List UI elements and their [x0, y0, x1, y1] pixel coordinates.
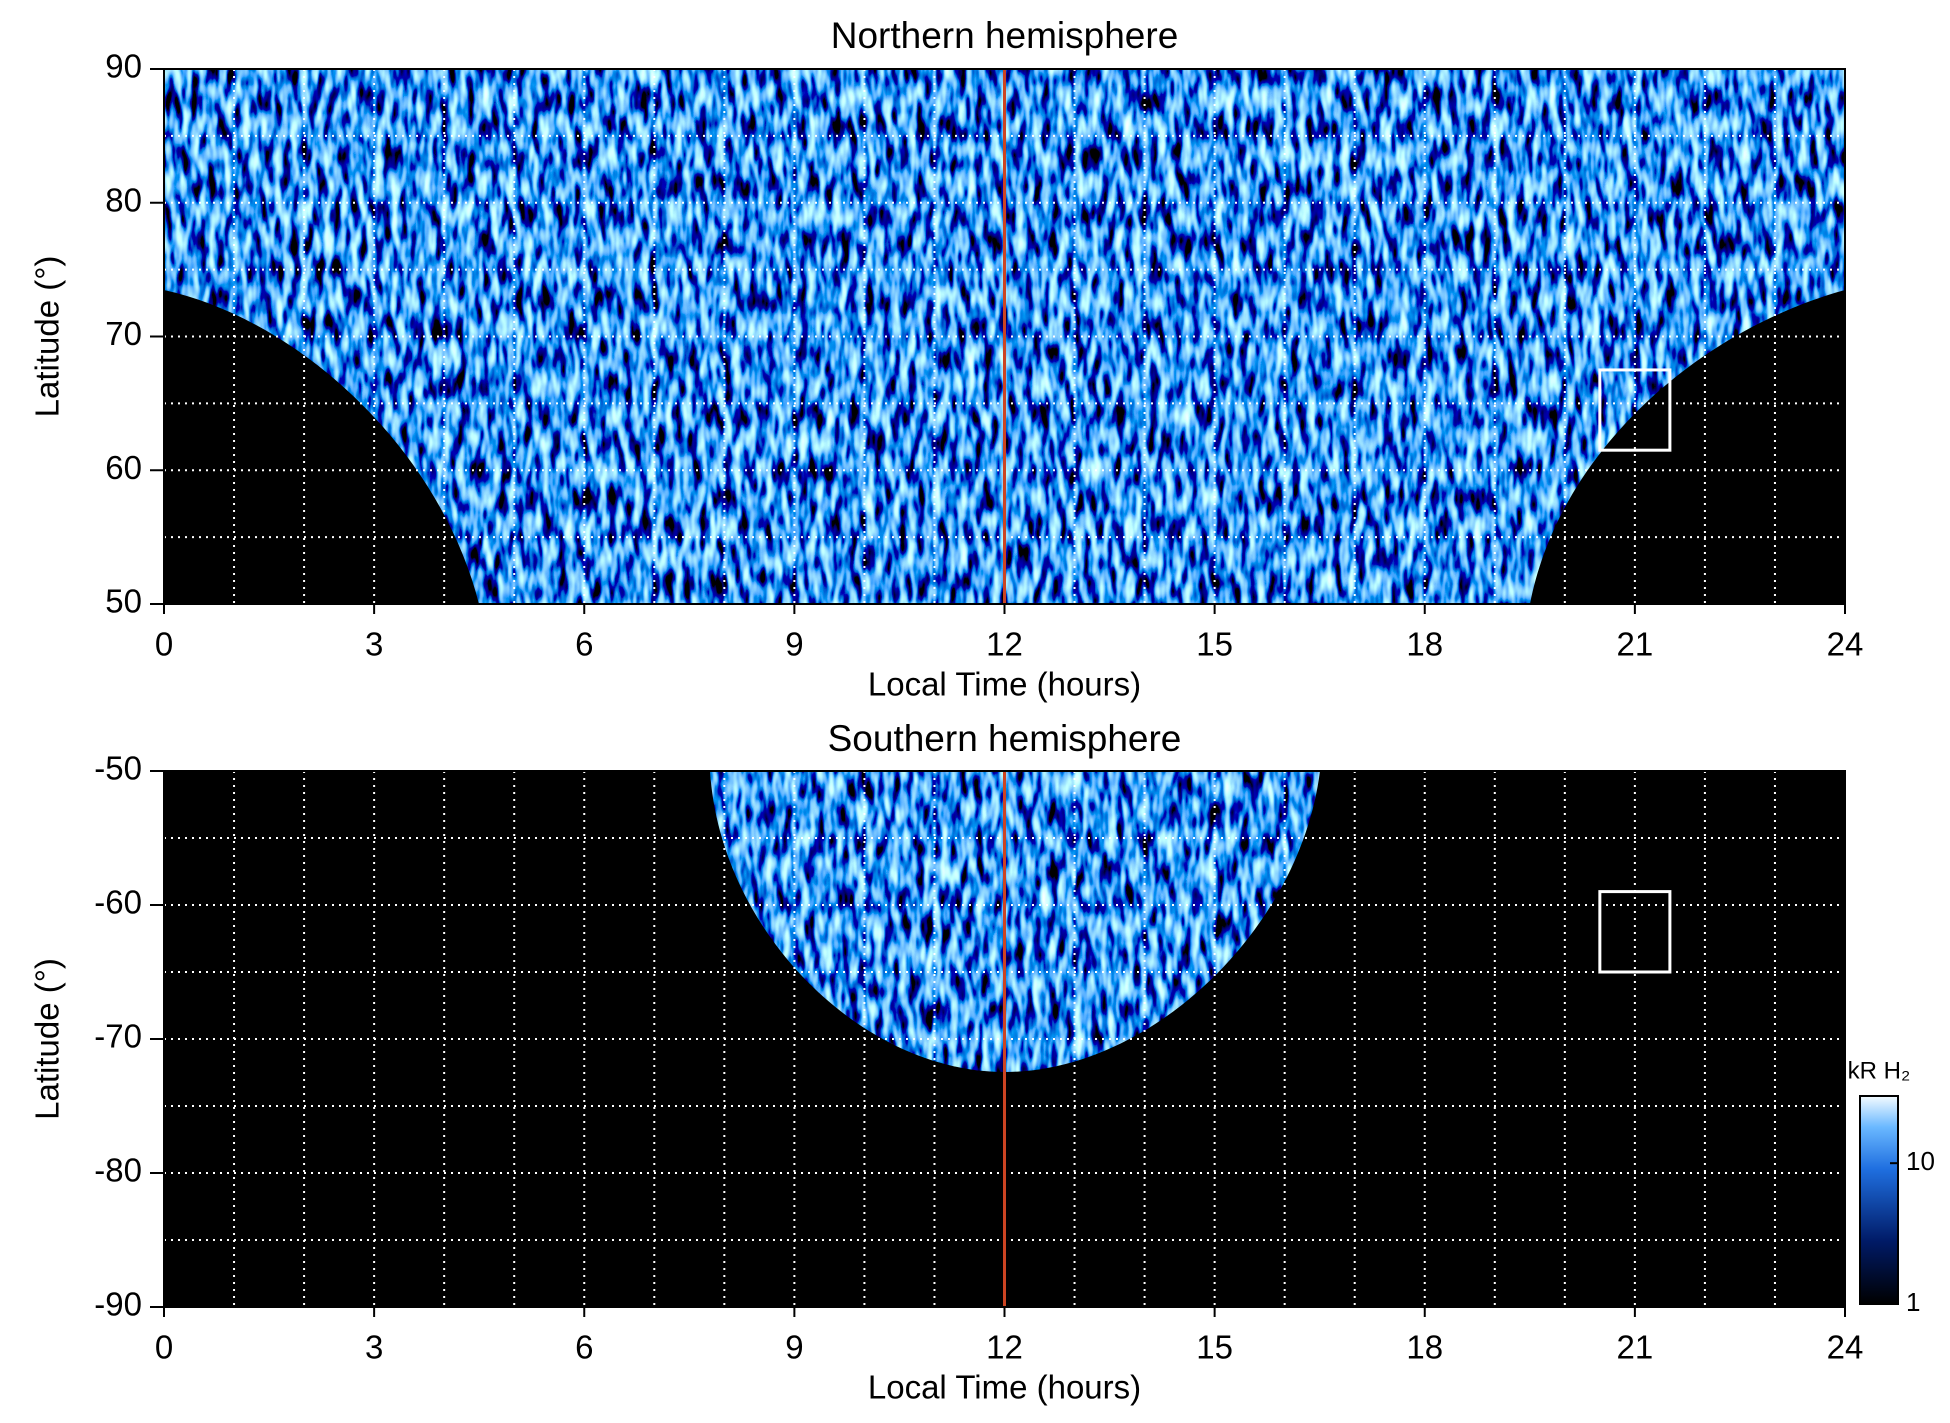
colorbar: [1859, 1095, 1899, 1305]
emission-texture: [710, 771, 1320, 1072]
x-tick-label: 18: [1406, 626, 1443, 663]
region-box: [1598, 368, 1672, 452]
y-tick-label: -90: [94, 1286, 142, 1323]
x-tick-label: 24: [1827, 1329, 1864, 1366]
x-axis-label: Local Time (hours): [868, 666, 1141, 703]
chart-title: Southern hemisphere: [828, 718, 1182, 759]
x-tick-label: 12: [986, 626, 1023, 663]
y-tick-label: 80: [105, 181, 142, 218]
x-tick-label: 6: [575, 626, 593, 663]
y-tick-label: -50: [94, 750, 142, 787]
x-tick-label: 3: [365, 626, 383, 663]
y-tick-label: 50: [105, 583, 142, 620]
x-tick-label: 9: [785, 1329, 803, 1366]
x-tick-label: 6: [575, 1329, 593, 1366]
y-axis-label: Latitude (°): [29, 256, 66, 418]
x-tick-label: 3: [365, 1329, 383, 1366]
colorbar-tick-label: 10: [1906, 1146, 1935, 1176]
colorbar-tick-label: 1: [1906, 1287, 1920, 1317]
chart-title: Northern hemisphere: [831, 15, 1179, 56]
panel-south: 0 3 6 9 12 15 18 21 24 -90 -80 -70 -60 -50 Southern he…: [29, 718, 1935, 1406]
y-tick-label: 90: [105, 48, 142, 85]
y-tick-label: 60: [105, 449, 142, 486]
x-tick-label: 0: [155, 1329, 173, 1366]
colorbar-label: kR H₂: [1848, 1057, 1911, 1084]
y-tick-label: -70: [94, 1018, 142, 1055]
x-tick-label: 15: [1196, 626, 1233, 663]
x-tick-label: 12: [986, 1329, 1023, 1366]
x-tick-label: 24: [1827, 626, 1864, 663]
x-tick-label: 9: [785, 626, 803, 663]
y-tick-label: 70: [105, 315, 142, 352]
y-axis-label: Latitude (°): [29, 958, 66, 1120]
y-tick-label: -80: [94, 1152, 142, 1189]
x-tick-label: 15: [1196, 1329, 1233, 1366]
y-tick-label: -60: [94, 884, 142, 921]
x-tick-label: 0: [155, 626, 173, 663]
x-tick-label: 21: [1617, 1329, 1654, 1366]
panel-north: 0 3 6 9 12 15 18 21 24 50 60 70 80 90 Northern hemisph…: [29, 15, 1864, 703]
x-axis-label: Local Time (hours): [868, 1369, 1141, 1406]
x-tick-label: 21: [1617, 626, 1654, 663]
region-box: [1598, 890, 1672, 974]
x-tick-label: 18: [1406, 1329, 1443, 1366]
